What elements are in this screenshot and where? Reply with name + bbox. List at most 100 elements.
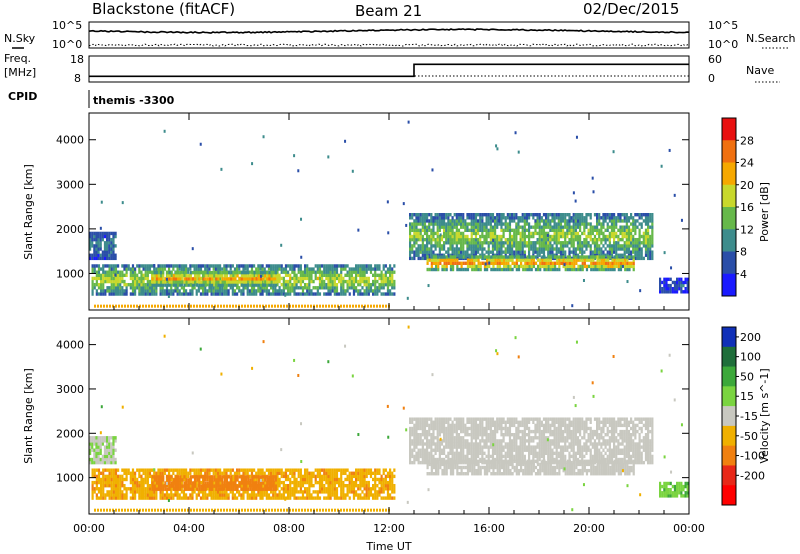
power-cell-3 (508, 216, 512, 220)
power-cell-4 (549, 267, 552, 272)
power-cell-3 (468, 244, 471, 248)
power-cell-3 (625, 244, 628, 248)
power-cell-3 (615, 241, 618, 245)
power-cell-1 (333, 279, 336, 284)
power-cell-3 (545, 225, 548, 229)
power-cell-3 (525, 213, 529, 217)
power-cell-1 (325, 276, 328, 281)
power-cell-3 (530, 234, 533, 239)
power-cell-1 (293, 267, 296, 271)
power-cell-4 (524, 264, 527, 269)
power-cell-3 (487, 231, 490, 236)
power-cell-2 (174, 270, 178, 275)
velocity-cell-1 (352, 483, 356, 488)
power-cell-3 (617, 244, 620, 248)
power-cell-3 (409, 216, 412, 220)
power-cell-3 (642, 237, 645, 242)
power-cell-2 (268, 270, 271, 275)
power-cell-3 (451, 234, 454, 239)
power-cell-2 (183, 270, 186, 275)
velocity-cell-1 (102, 496, 105, 500)
power-cell-1 (144, 273, 147, 278)
power-cell-4 (549, 258, 552, 262)
power-cell-3 (443, 234, 446, 239)
velocity-cell-1 (142, 487, 145, 491)
power-cell-1 (342, 282, 345, 287)
power-cell-4 (556, 258, 559, 262)
power-cell-1 (146, 273, 149, 278)
velocity-cell-1 (386, 496, 390, 500)
velocity-cell-1 (329, 487, 332, 491)
power-cell-1 (176, 267, 179, 271)
power-cell-3 (583, 244, 586, 248)
power-cell-1 (221, 273, 224, 278)
colorbar-swatch (722, 207, 736, 230)
power-cell-5 (682, 283, 685, 288)
power-cell-5 (680, 283, 683, 288)
power-cell-5 (686, 283, 689, 288)
power-cell-3 (515, 247, 518, 251)
power-cell-2 (164, 280, 167, 284)
power-cell-3 (434, 241, 437, 245)
power-cell-3 (470, 225, 473, 229)
power-cell-3 (521, 216, 524, 220)
power-cell-1 (376, 264, 379, 268)
power-cell-5 (676, 286, 679, 291)
power-cell-3 (447, 234, 450, 239)
power-cell-2 (257, 274, 260, 278)
power-cell-1 (352, 282, 356, 287)
velocity-cell-1 (267, 496, 271, 500)
power-cell-3 (428, 241, 431, 245)
power-cell-1 (112, 264, 115, 268)
velocity-cell-1 (389, 477, 392, 482)
velocity-cell-0 (112, 445, 115, 449)
velocity-cell-2 (206, 481, 209, 485)
power-cell-1 (110, 273, 113, 278)
power-cell-1 (297, 286, 300, 290)
power-cell-3 (430, 244, 433, 248)
power-point (293, 154, 296, 158)
power-cell-1 (301, 270, 305, 274)
power-cell-3 (413, 228, 416, 233)
power-cell-3 (521, 237, 524, 242)
velocity-cell-1 (231, 477, 234, 482)
power-cell-2 (223, 274, 226, 278)
power-cell-1 (280, 270, 283, 274)
velocity-cell-1 (382, 471, 385, 475)
velocity-cell-1 (182, 471, 186, 475)
power-cell-2 (217, 283, 220, 287)
power-cell-3 (440, 219, 444, 223)
velocity-cell-1 (304, 496, 307, 500)
power-cell-1 (259, 286, 262, 290)
power-cell-3 (644, 222, 648, 226)
power-cell-4 (560, 255, 563, 259)
power-cell-3 (483, 253, 486, 257)
velocity-cell-1 (348, 480, 351, 485)
cpid-program: themis -3300 (93, 94, 175, 107)
power-cell-1 (108, 279, 111, 284)
power-cell-1 (231, 286, 234, 290)
velocity-cell-2 (208, 475, 212, 479)
power-cell-3 (517, 231, 520, 236)
velocity-cell-0 (106, 436, 109, 440)
velocity-cell-1 (304, 487, 307, 491)
velocity-cell-0 (97, 439, 100, 443)
velocity-cell-1 (233, 471, 237, 475)
power-cell-3 (572, 244, 575, 248)
velocity-cell-1 (308, 487, 311, 491)
velocity-cell-0 (110, 457, 113, 462)
power-cell-3 (528, 231, 531, 236)
power-cell-3 (417, 213, 420, 217)
power-cell-1 (93, 276, 96, 281)
power-cell-1 (240, 279, 243, 284)
velocity-cell-1 (165, 493, 169, 497)
velocity-cell-2 (189, 487, 192, 491)
power-cell-2 (240, 270, 243, 275)
velocity-cell-1 (110, 471, 113, 475)
power-cell-3 (453, 250, 456, 254)
power-cell-3 (457, 228, 461, 233)
power-cell-1 (308, 292, 311, 296)
velocity-cell-1 (365, 493, 368, 497)
power-cell-3 (585, 216, 588, 220)
power-cell-0 (108, 234, 111, 239)
